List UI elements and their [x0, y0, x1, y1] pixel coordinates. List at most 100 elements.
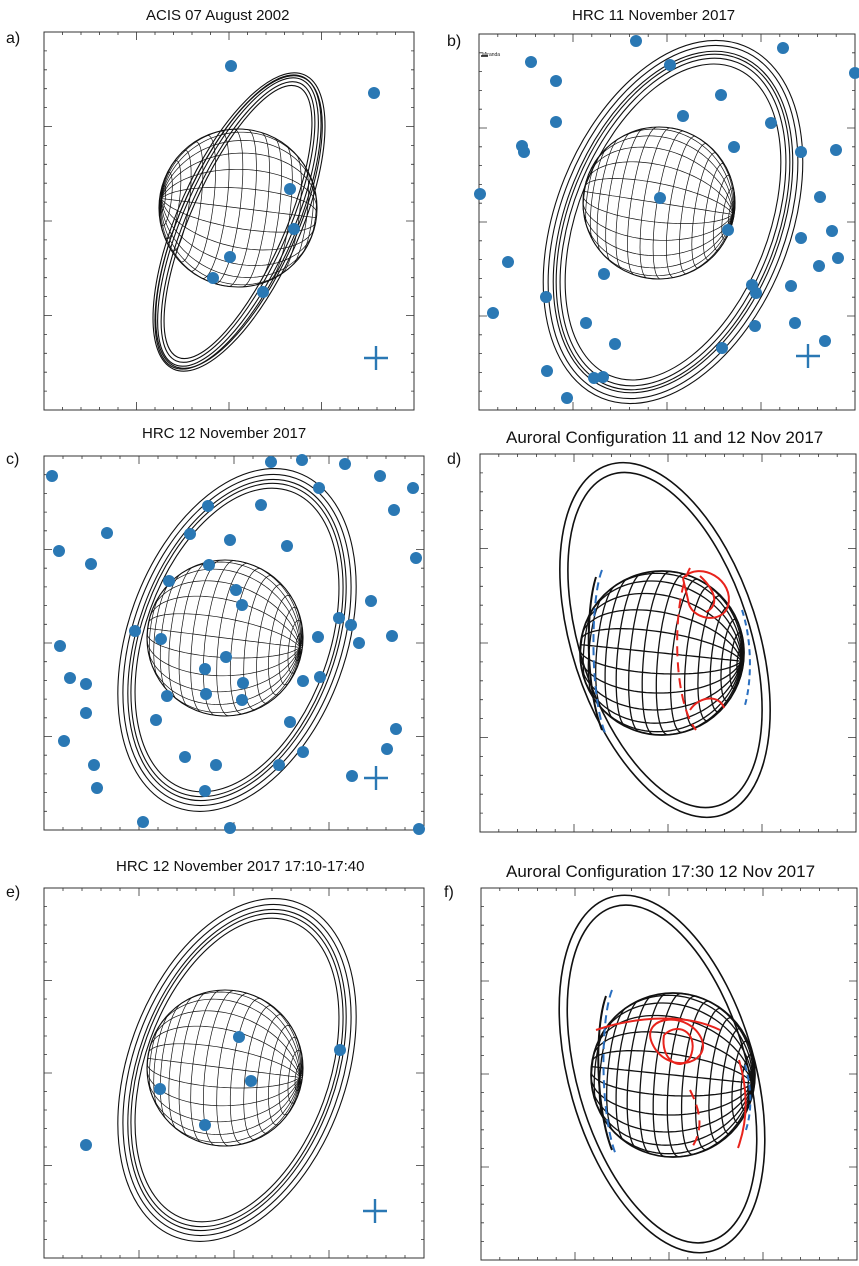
aurora-oval-red-dashed [676, 567, 697, 731]
photon-event [722, 224, 734, 236]
photon-event [154, 1083, 166, 1095]
longitude-line [647, 214, 734, 280]
aurora-oval-red-solid [595, 1017, 721, 1031]
photon-event [346, 770, 358, 782]
photon-event [541, 365, 553, 377]
longitude-line [299, 647, 302, 658]
longitude-line [606, 128, 734, 215]
photon-event [297, 746, 309, 758]
longitude-line [582, 195, 733, 224]
photon-event [313, 482, 325, 494]
longitude-line [146, 1070, 301, 1107]
photon-event [284, 716, 296, 728]
photon-event [765, 117, 777, 129]
aurora-oval-blue-dashed [602, 989, 617, 1156]
longitude-line [215, 647, 301, 717]
longitude-line [579, 649, 742, 675]
longitude-line [751, 1082, 755, 1088]
photon-event [312, 631, 324, 643]
photon-event [374, 470, 386, 482]
photon-event [598, 268, 610, 280]
panel-d-planet-grid [579, 570, 745, 736]
photon-event [224, 534, 236, 546]
photon-event [785, 280, 797, 292]
longitude-line [582, 208, 734, 257]
photon-event [814, 191, 826, 203]
tick-marks [480, 454, 856, 832]
ring-ellipse [555, 53, 791, 391]
panel-e-letter: e) [6, 884, 21, 901]
longitude-line [591, 214, 734, 277]
aurora-oval-black [587, 576, 603, 731]
photon-event [284, 183, 296, 195]
panel-b-title: HRC 11 November 2017 [572, 7, 736, 24]
photon-event [849, 67, 859, 79]
panel-b-photon-events [474, 35, 859, 404]
photon-event [550, 116, 562, 128]
photon-event [281, 540, 293, 552]
longitude-line [234, 990, 301, 1078]
tick-marks [44, 32, 414, 410]
longitude-line [161, 152, 317, 201]
plot-border [43, 31, 415, 411]
ring-ellipse [552, 50, 794, 394]
photon-event [715, 89, 727, 101]
plot-border [43, 887, 425, 1259]
longitude-line [146, 633, 301, 659]
longitude-line [670, 127, 734, 215]
panel-a-rings [152, 72, 326, 372]
panel-f-planet-grid [590, 992, 756, 1158]
photon-event [677, 110, 689, 122]
longitude-line [174, 561, 301, 648]
longitude-line [584, 214, 734, 269]
panel-c-planet-grid [146, 559, 304, 717]
photon-event [832, 252, 844, 264]
photon-event [664, 59, 676, 71]
longitude-line [732, 214, 734, 223]
photon-event [474, 188, 486, 200]
longitude-line [149, 595, 301, 648]
photon-event [80, 1139, 92, 1151]
photon-event [163, 575, 175, 587]
panel-d-title: Auroral Configuration 11 and 12 Nov 2017 [506, 428, 824, 447]
photon-event [487, 307, 499, 319]
photon-event [826, 225, 838, 237]
panel-a-frame [43, 31, 415, 411]
panel-e-planet-grid [146, 989, 304, 1147]
tick-marks [481, 888, 857, 1260]
photon-event [233, 1031, 245, 1043]
ring-ellipse [117, 468, 357, 812]
longitude-line [593, 1083, 754, 1146]
panel-b-rings [542, 39, 804, 405]
longitude-line [587, 146, 734, 215]
longitude-line [159, 198, 171, 249]
photon-event [368, 87, 380, 99]
photon-event [296, 454, 308, 466]
photon-event [150, 714, 162, 726]
ring-ellipse [547, 44, 799, 400]
photon-event [588, 372, 600, 384]
panel-d-letter: d) [447, 451, 462, 468]
latitude-line [666, 135, 697, 278]
photon-event [819, 335, 831, 347]
longitude-line [594, 1014, 754, 1084]
longitude-line [591, 1050, 754, 1084]
tick-marks [44, 456, 424, 830]
longitude-line [161, 152, 183, 199]
photon-event [597, 371, 609, 383]
panel-f-rings [558, 894, 766, 1254]
latitude-line [652, 130, 684, 280]
photon-event [225, 60, 237, 72]
panel-a-photon-events [207, 60, 380, 298]
longitude-line [161, 647, 301, 714]
photon-event [220, 651, 232, 663]
longitude-line [157, 998, 301, 1078]
latitude-line [605, 132, 631, 262]
photon-event [91, 782, 103, 794]
photon-event [381, 743, 393, 755]
longitude-line [299, 1072, 304, 1078]
photon-event [609, 338, 621, 350]
aurora-oval-red-dashed [689, 1089, 701, 1151]
photon-event [390, 723, 402, 735]
ring-ellipse [157, 77, 319, 367]
